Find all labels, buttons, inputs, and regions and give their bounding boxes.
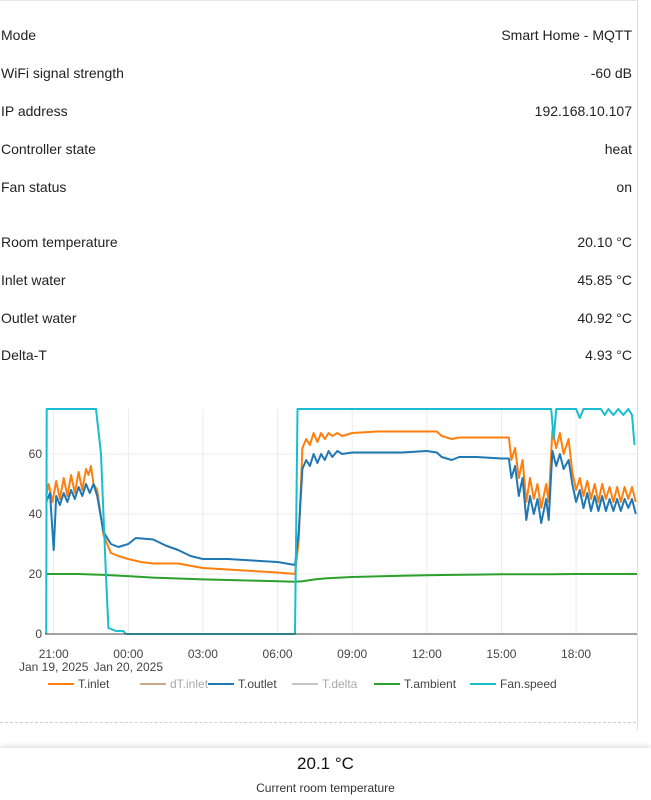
legend-label: T.delta [322, 677, 358, 691]
row-inlet-water: Inlet water 45.85 °C [0, 268, 632, 292]
legend-label: T.outlet [238, 677, 277, 691]
chart-legend[interactable]: T.inlet dT.inlet T.outlet T.delta T.ambient F… [48, 677, 557, 691]
y-tick-label: 40 [29, 507, 43, 521]
current-temperature-label: Current room temperature [256, 781, 395, 795]
x-tick-label: 18:00 [561, 647, 591, 661]
row-value: 20.10 °C [577, 234, 632, 250]
legend-item-fan-speed[interactable]: Fan.speed [470, 677, 557, 691]
legend-item-t-outlet[interactable]: T.outlet [208, 677, 277, 691]
legend-item-dt-inlet[interactable]: dT.inlet [140, 677, 209, 691]
y-tick-label: 0 [35, 627, 42, 641]
x-tick-label: 03:00 [188, 647, 218, 661]
top-border [0, 0, 637, 1]
y-tick-label: 60 [29, 447, 43, 461]
row-label: Inlet water [1, 272, 66, 288]
row-value: -60 dB [590, 65, 632, 81]
x-tick-label: 06:00 [263, 647, 293, 661]
x-tick-date: Jan 19, 2025 [19, 660, 89, 674]
row-value: heat [604, 141, 632, 157]
row-value: on [616, 179, 632, 195]
legend-label: T.inlet [78, 677, 110, 691]
chart-series [45, 408, 637, 635]
row-label: Outlet water [1, 310, 77, 326]
row-value: Smart Home - MQTT [501, 27, 632, 43]
row-ip-address: IP address 192.168.10.107 [0, 99, 632, 123]
x-tick-label: 00:00 [113, 647, 143, 661]
row-value: 45.85 °C [577, 272, 632, 288]
legend-item-t-ambient[interactable]: T.ambient [374, 677, 457, 691]
series-line-fan-speed [45, 408, 636, 635]
legend-label: T.ambient [404, 677, 457, 691]
x-tick-label: 09:00 [337, 647, 367, 661]
legend-item-t-inlet[interactable]: T.inlet [48, 677, 110, 691]
legend-item-t-delta[interactable]: T.delta [292, 677, 358, 691]
series-line-t-ambient [46, 573, 637, 583]
y-tick-label: 20 [29, 567, 43, 581]
row-value: 4.93 °C [585, 347, 632, 363]
row-outlet-water: Outlet water 40.92 °C [0, 306, 632, 330]
x-tick-label: 12:00 [412, 647, 442, 661]
x-tick-label: 15:00 [486, 647, 516, 661]
current-temperature-value: 20.1 °C [297, 754, 354, 773]
section-divider [0, 722, 636, 723]
row-label: Delta-T [1, 347, 47, 363]
row-label: Fan status [1, 179, 67, 195]
x-tick-date: Jan 20, 2025 [94, 660, 164, 674]
row-delta-t: Delta-T 4.93 °C [0, 343, 632, 367]
row-wifi-signal: WiFi signal strength -60 dB [0, 61, 632, 85]
row-value: 192.168.10.107 [534, 103, 632, 119]
series-line-t-outlet [45, 450, 637, 566]
current-temperature-card: 20.1 °C Current room temperature [0, 748, 651, 800]
row-label: Room temperature [1, 234, 118, 250]
row-controller-state: Controller state heat [0, 137, 632, 161]
chart-grid [45, 409, 637, 634]
row-label: IP address [1, 103, 68, 119]
row-label: WiFi signal strength [1, 65, 124, 81]
right-border [637, 0, 638, 730]
row-label: Controller state [1, 141, 96, 157]
row-value: 40.92 °C [577, 310, 632, 326]
row-mode: Mode Smart Home - MQTT [0, 23, 632, 47]
x-tick-label: 21:00 [39, 647, 69, 661]
legend-label: Fan.speed [500, 677, 557, 691]
row-label: Mode [1, 27, 37, 43]
row-fan-status: Fan status on [0, 175, 632, 199]
row-room-temperature: Room temperature 20.10 °C [0, 230, 632, 254]
legend-label: dT.inlet [170, 677, 209, 691]
